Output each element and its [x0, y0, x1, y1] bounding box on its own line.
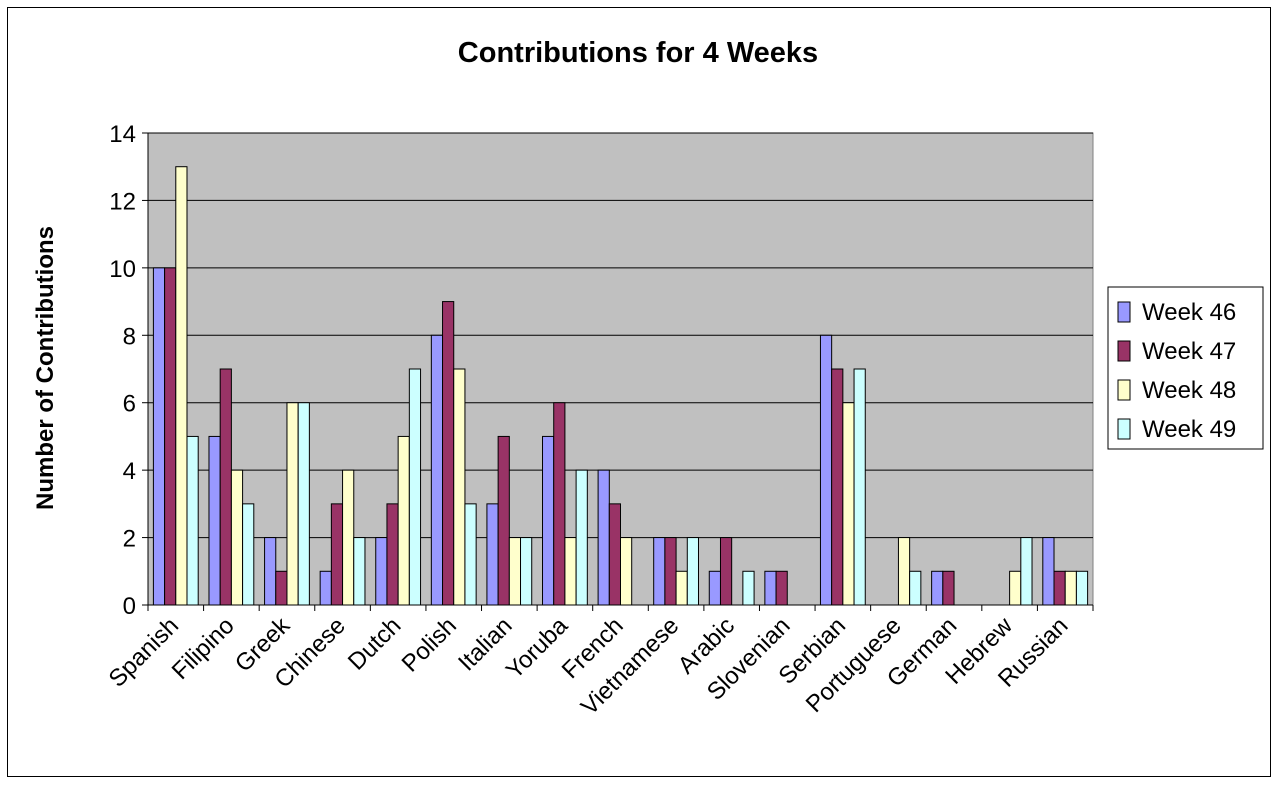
bar-week-48-dutch: [397, 435, 410, 606]
bar-week-48-portuguese: [897, 537, 911, 606]
legend-swatch: [1117, 418, 1131, 440]
bar-week-47-dutch: [386, 503, 399, 606]
bar-week-46-french: [597, 469, 610, 606]
bar-week-46-serbian: [819, 334, 833, 606]
bar-week-46-arabic: [708, 570, 721, 606]
bar-week-49-vietnamese: [686, 537, 699, 606]
y-tick-label: 6: [123, 391, 136, 418]
bar-week-46-filipino: [208, 435, 221, 606]
x-tick-label: Polish: [397, 612, 462, 677]
bars: [152, 166, 1089, 606]
bar-week-49-spanish: [186, 435, 199, 606]
bar-week-49-greek: [297, 402, 310, 606]
bar-week-46-dutch: [375, 537, 388, 606]
legend-label: Week 49: [1142, 416, 1236, 443]
y-tick-label: 4: [123, 458, 136, 485]
bar-week-48-serbian: [842, 402, 855, 606]
bar-week-47-slovenian: [775, 570, 788, 606]
bar-week-48-italian: [508, 537, 522, 606]
bar-week-47-italian: [497, 435, 510, 606]
bar-week-47-filipino: [219, 368, 232, 606]
axes: [142, 132, 1094, 611]
bar-week-47-polish: [442, 301, 455, 606]
bar-week-46-slovenian: [764, 570, 777, 606]
y-tick-labels: 0 2 4 6 8 10 12 14: [109, 121, 136, 620]
bar-week-47-vietnamese: [664, 537, 677, 606]
legend-box: [1107, 286, 1264, 450]
bar-week-48-yoruba: [564, 537, 577, 606]
y-tick-label: 14: [109, 121, 136, 148]
legend-label: Week 46: [1142, 299, 1236, 326]
bar-week-47-yoruba: [553, 402, 566, 606]
bar-week-49-russian: [1075, 570, 1089, 606]
bar-week-49-chinese: [353, 537, 366, 606]
bar-week-48-chinese: [342, 469, 355, 606]
bar-week-49-arabic: [742, 570, 755, 606]
bar-week-49-serbian: [853, 368, 866, 606]
chart-title: Contributions for 4 Weeks: [458, 37, 818, 69]
bar-week-46-italian: [486, 503, 499, 606]
bar-week-48-russian: [1064, 570, 1077, 606]
x-tick-label: Filipino: [167, 612, 240, 685]
x-tick-label: Dutch: [343, 612, 406, 675]
y-tick-label: 12: [109, 188, 136, 215]
legend: Week 46 Week 47 Week 48 Week 49: [1107, 286, 1264, 450]
bar-week-48-polish: [453, 368, 466, 606]
bar-week-48-spanish: [175, 166, 188, 606]
bar-week-49-yoruba: [575, 469, 588, 606]
bar-week-47-chinese: [330, 503, 344, 606]
legend-label: Week 47: [1142, 338, 1236, 365]
bar-week-49-polish: [464, 503, 477, 606]
bar-week-46-vietnamese: [653, 537, 666, 606]
bar-week-46-german: [931, 570, 944, 606]
bar-week-46-chinese: [319, 570, 332, 606]
x-tick-labels: SpanishFilipinoGreekChineseDutchPolishIt…: [104, 611, 1074, 720]
bar-week-47-spanish: [164, 267, 177, 606]
y-tick-label: 2: [123, 526, 136, 553]
x-tick-label: Yoruba: [501, 612, 574, 685]
bar-week-48-greek: [286, 402, 299, 606]
bar-week-47-greek: [275, 570, 288, 606]
bar-week-46-yoruba: [542, 435, 555, 606]
bar-week-48-hebrew: [1009, 570, 1022, 606]
y-axis-label: Number of Contributions: [32, 226, 59, 510]
y-tick-label: 8: [123, 323, 136, 350]
bar-week-49-portuguese: [909, 570, 922, 606]
legend-swatch: [1117, 301, 1131, 323]
bar-week-48-french: [620, 537, 633, 606]
legend-swatch: [1117, 379, 1131, 401]
bar-week-46-russian: [1042, 537, 1055, 606]
bar-week-49-italian: [520, 537, 533, 606]
bar-week-49-hebrew: [1020, 537, 1033, 606]
bar-week-46-spanish: [152, 267, 166, 606]
bar-week-47-russian: [1053, 570, 1066, 606]
bar-week-47-french: [608, 503, 621, 606]
bar-week-46-greek: [264, 537, 277, 606]
bar-week-47-arabic: [719, 537, 733, 606]
x-tick-label: Spanish: [104, 612, 184, 692]
bar-week-48-filipino: [230, 469, 244, 606]
bar-week-47-serbian: [831, 368, 844, 606]
bar-week-48-vietnamese: [675, 570, 688, 606]
y-tick-label: 10: [109, 256, 136, 283]
bar-week-46-polish: [430, 334, 444, 606]
bar-week-49-filipino: [242, 503, 255, 606]
legend-swatch: [1117, 340, 1131, 362]
legend-label: Week 48: [1142, 377, 1236, 404]
bar-week-49-dutch: [408, 368, 422, 606]
y-tick-label: 0: [123, 593, 136, 620]
bar-week-47-german: [942, 570, 955, 606]
